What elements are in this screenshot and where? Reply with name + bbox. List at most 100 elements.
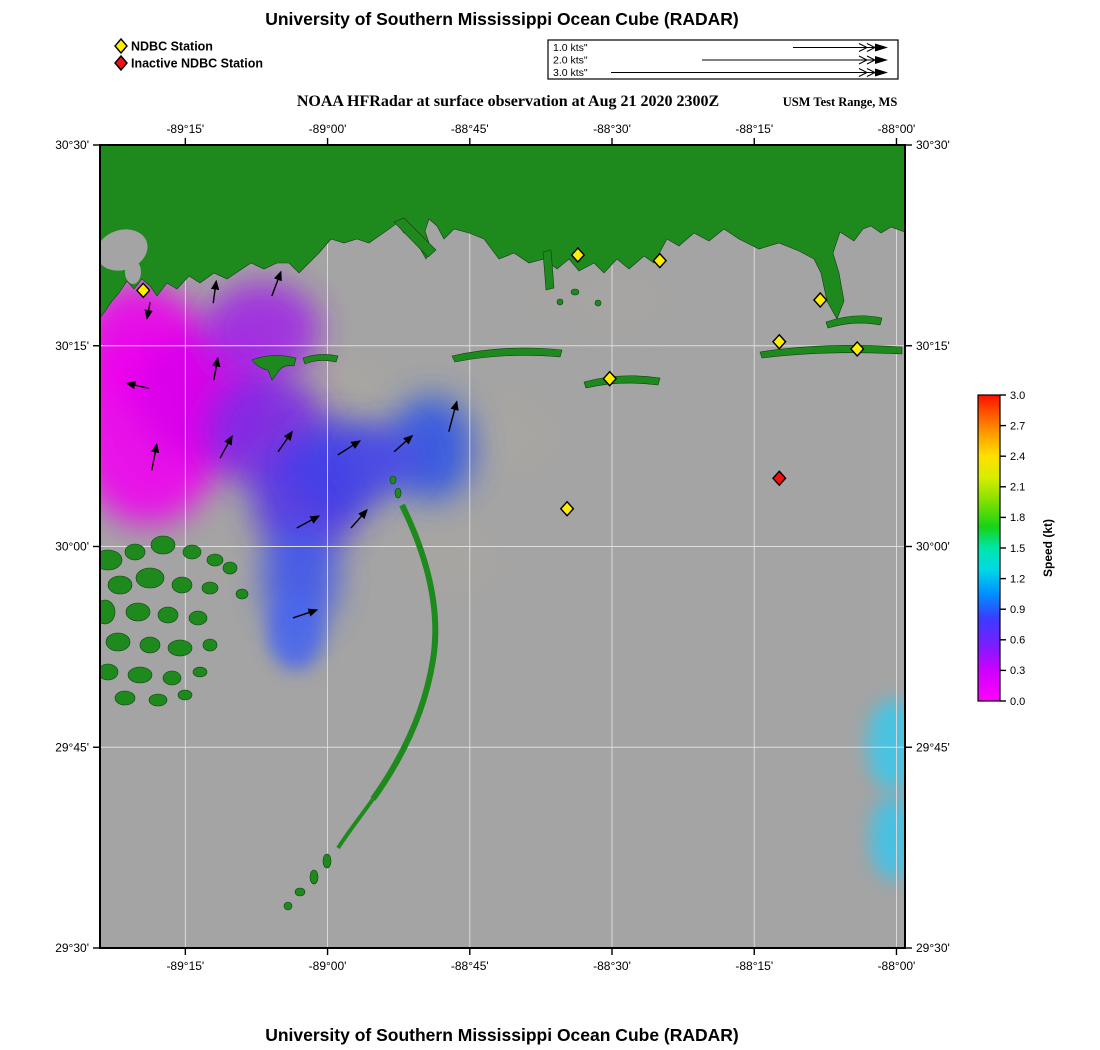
colorbar-tick-label: 0.3 bbox=[1010, 665, 1025, 677]
current-vector-arrow bbox=[277, 430, 293, 453]
vector-scale-box: 1.0 kts"2.0 kts"3.0 kts" bbox=[547, 39, 899, 80]
scale-arrow-chevrons bbox=[858, 43, 877, 52]
marsh-island bbox=[188, 610, 208, 626]
y-axis-label-right: 30°15' bbox=[916, 339, 950, 353]
marsh-island bbox=[201, 581, 219, 595]
colorbar-tick-label: 2.1 bbox=[1010, 482, 1025, 494]
marsh-island bbox=[100, 663, 119, 681]
horn-island bbox=[451, 347, 563, 363]
deer-island-spit bbox=[393, 217, 437, 258]
marsh-island bbox=[100, 599, 116, 625]
x-axis-label-bottom: -89°15' bbox=[166, 959, 204, 973]
map-subtitle-region: USM Test Range, MS bbox=[783, 95, 898, 109]
marsh-island bbox=[157, 606, 179, 624]
figure-title-bottom: University of Southern Mississippi Ocean… bbox=[265, 1025, 739, 1045]
colorbar-ticks: 0.0 0.3 0.6 0.9 1.2 1.5 1.8 2.1 2.4 2.7 3.0 bbox=[1000, 390, 1025, 708]
marsh-island bbox=[177, 689, 193, 701]
marsh-island bbox=[222, 561, 238, 575]
x-axis-label-bottom: -88°00' bbox=[878, 959, 916, 973]
x-axis-label-top: -88°15' bbox=[735, 122, 773, 136]
scale-arrow-head bbox=[875, 56, 888, 64]
marsh-island bbox=[105, 632, 131, 652]
y-axis-label-left: 30°00' bbox=[55, 540, 89, 554]
mainland-coast bbox=[100, 145, 905, 320]
ndbc-station-legend-label: NDBC Station bbox=[131, 40, 213, 54]
colorbar: 0.0 0.3 0.6 0.9 1.2 1.5 1.8 2.1 2.4 2.7 3.0 Speed … bbox=[977, 390, 1055, 708]
marsh-island bbox=[556, 298, 564, 306]
dauphin-island bbox=[759, 345, 903, 359]
current-vector-arrow bbox=[448, 400, 459, 432]
inactive-ndbc-station-legend-icon bbox=[114, 54, 128, 72]
water-mottle bbox=[410, 525, 500, 595]
colorbar-title: Speed (kt) bbox=[1041, 519, 1055, 577]
y-axis-label-right: 30°30' bbox=[916, 138, 950, 152]
ndbc-station-marker bbox=[812, 291, 828, 309]
ndbc-station-marker bbox=[135, 282, 151, 299]
x-axis-label-top: -88°45' bbox=[451, 122, 489, 136]
ndbc-station-legend-icon bbox=[114, 37, 128, 55]
station-legend: NDBC Station Inactive NDBC Station bbox=[114, 37, 263, 72]
y-axis-label-right: 30°00' bbox=[916, 540, 950, 554]
marsh-island bbox=[114, 690, 136, 706]
land-layer bbox=[100, 145, 905, 911]
marsh-island bbox=[182, 544, 202, 560]
marsh-island bbox=[322, 853, 332, 869]
chandeleur-arc bbox=[370, 503, 439, 801]
water-mottle bbox=[575, 275, 665, 325]
ship-island bbox=[302, 354, 339, 365]
scale-row-label: 3.0 kts" bbox=[553, 67, 588, 79]
colorbar-tick-label: 0.9 bbox=[1010, 604, 1025, 616]
scale-arrow-chevrons bbox=[858, 55, 877, 65]
ndbc-station-marker bbox=[602, 370, 617, 387]
inactive-ndbc-station-marker bbox=[772, 470, 787, 487]
current-vector-arrow bbox=[144, 302, 153, 320]
marsh-island bbox=[206, 553, 224, 567]
chandeleur-arc-south bbox=[336, 797, 375, 850]
y-axis-label-left: 29°45' bbox=[55, 740, 89, 754]
x-axis-label-bottom: -89°00' bbox=[309, 959, 347, 973]
colorbar-tick-label: 2.4 bbox=[1010, 451, 1025, 463]
current-vector-arrow bbox=[296, 515, 321, 529]
marsh-island bbox=[394, 487, 402, 499]
y-axis-label-left: 29°30' bbox=[55, 941, 89, 955]
current-vector-arrow bbox=[292, 608, 319, 619]
current-vector-arrow bbox=[210, 279, 220, 304]
x-axis-label-bottom: -88°45' bbox=[451, 959, 489, 973]
scale-arrow-head bbox=[875, 68, 888, 77]
colorbar-tick-label: 0.0 bbox=[1010, 696, 1025, 708]
scale-row-label: 1.0 kts" bbox=[553, 42, 588, 54]
speed-field-blob bbox=[867, 699, 905, 791]
coastal-strip-island bbox=[825, 315, 883, 329]
colorbar-tick-label: 3.0 bbox=[1010, 390, 1025, 402]
scale-arrow-head bbox=[875, 43, 888, 52]
marsh-island bbox=[594, 299, 602, 307]
marsh-island bbox=[235, 588, 249, 600]
ndbc-station-marker bbox=[652, 252, 668, 269]
marsh-island bbox=[150, 535, 176, 555]
y-axis-label-right: 29°45' bbox=[916, 740, 950, 754]
y-axis-label-left: 30°15' bbox=[55, 339, 89, 353]
colorbar-tick-label: 1.2 bbox=[1010, 573, 1025, 585]
scale-row-label: 2.0 kts" bbox=[553, 55, 588, 67]
scale-arrow-chevrons bbox=[858, 68, 877, 77]
marsh-island bbox=[283, 901, 293, 911]
current-vector-arrow bbox=[337, 440, 361, 456]
marsh-island bbox=[389, 475, 397, 485]
station-layer bbox=[135, 246, 865, 517]
colorbar-tick-label: 1.8 bbox=[1010, 512, 1025, 524]
current-vector-arrow bbox=[212, 356, 221, 381]
y-axis-label-left: 30°30' bbox=[55, 138, 89, 152]
current-vector-arrow bbox=[350, 508, 368, 529]
ndbc-station-marker bbox=[849, 340, 865, 358]
x-axis-label-top: -89°00' bbox=[309, 122, 347, 136]
inland-bay bbox=[125, 260, 141, 284]
colorbar-tick-label: 0.6 bbox=[1010, 635, 1025, 647]
colorbar-tick-label: 2.7 bbox=[1010, 420, 1025, 432]
marsh-island bbox=[167, 639, 193, 657]
marsh-island bbox=[100, 549, 123, 571]
x-axis-label-bottom: -88°30' bbox=[593, 959, 631, 973]
speed-field-blob bbox=[870, 796, 905, 880]
inactive-ndbc-station-legend-label: Inactive NDBC Station bbox=[131, 57, 263, 71]
